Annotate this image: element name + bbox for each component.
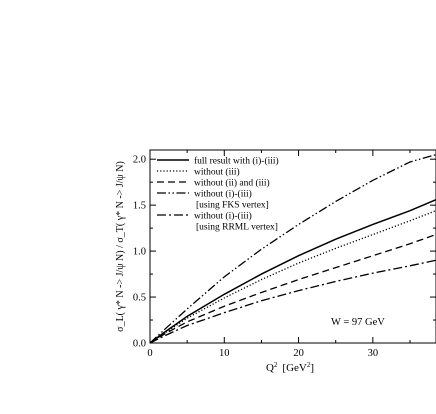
legend-label-5: without (i)-(iii) <box>194 211 252 222</box>
legend-label-3: without (ii) and (iii) <box>194 178 270 189</box>
x-axis-label-units: [GeV <box>282 362 306 374</box>
x-tick-label: 10 <box>219 348 230 359</box>
y-tick-label: 1.5 <box>133 201 146 212</box>
x-tick-label: 30 <box>368 348 379 359</box>
legend-label-1: full result with (i)-(iii) <box>194 156 279 167</box>
series-line-4 <box>149 153 436 344</box>
x-axis-label-units-sup: 2 <box>307 361 311 369</box>
y-tick-label: 1.0 <box>133 247 146 258</box>
legend-label-2: without (iii) <box>194 167 240 178</box>
legend: full result with (i)-(iii)without (iii)w… <box>157 156 279 233</box>
legend-label-4: without (i)-(iii) <box>194 189 252 200</box>
series-line-3 <box>149 233 436 344</box>
x-axis-label: Q2 [GeV2] <box>266 361 314 374</box>
y-tick-label: 2.0 <box>133 155 146 166</box>
series-line-1 <box>149 198 436 344</box>
legend-label-4-line2: [using FKS vertex] <box>196 201 269 211</box>
x-axis-label-q: Q <box>266 362 274 374</box>
y-tick-label: 0.5 <box>133 293 146 304</box>
x-tick-label: 20 <box>293 348 304 359</box>
ticks-layer: 0 10 20 30 0.0 0.5 1.0 1.5 2.0 <box>133 150 436 359</box>
annotation-energy: W = 97 GeV <box>331 317 385 328</box>
series-line-5 <box>149 259 436 344</box>
y-axis-label: σ_L( γ* N -> J/ψ N) / σ_T( γ* N -> J/ψ N… <box>115 161 126 332</box>
plot-frame <box>149 149 436 344</box>
x-axis-label-sup: 2 <box>274 361 278 369</box>
x-tick-label: 0 <box>147 348 152 359</box>
x-axis-label-units-close: ] <box>310 362 314 374</box>
series-layer <box>149 153 436 344</box>
y-tick-label: 0.0 <box>133 339 146 350</box>
legend-label-5-line2: [using RRML vertex] <box>196 223 278 233</box>
